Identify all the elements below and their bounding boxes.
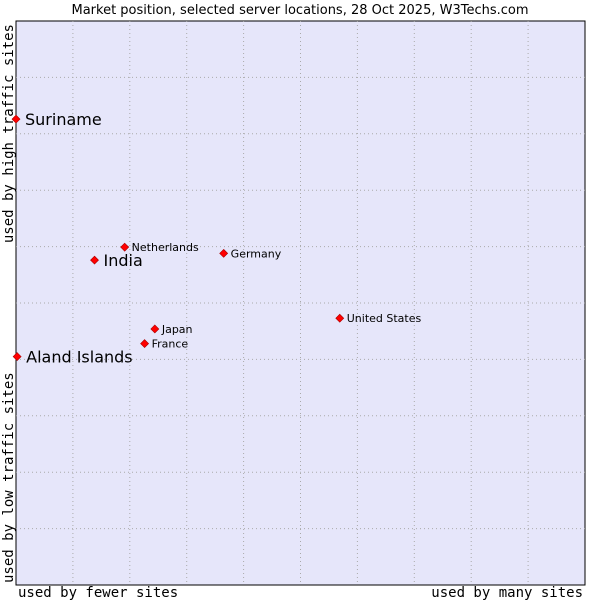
x-axis-label-left: used by fewer sites	[18, 585, 178, 600]
data-label-united-states: United States	[347, 312, 422, 325]
data-point-japan	[150, 324, 160, 334]
y-axis-label-bottom: used by low traffic sites	[1, 372, 17, 583]
data-label-france: France	[152, 338, 189, 351]
data-point-netherlands	[120, 242, 130, 252]
data-label-japan: Japan	[161, 323, 193, 336]
data-point-aland-islands	[12, 352, 22, 362]
data-label-germany: Germany	[231, 247, 282, 260]
data-label-india: India	[104, 251, 143, 270]
chart-title: Market position, selected server locatio…	[71, 3, 528, 18]
data-label-suriname: Suriname	[25, 110, 102, 129]
y-axis-label-top: used by high traffic sites	[1, 24, 17, 243]
data-point-india	[90, 255, 99, 265]
data-label-netherlands: Netherlands	[132, 241, 199, 254]
data-points: Suriname India Aland Islands Netherlands Ger…	[11, 110, 422, 367]
data-point-germany	[219, 248, 229, 258]
data-point-united-states	[335, 313, 345, 323]
data-label-aland-islands: Aland Islands	[26, 348, 133, 367]
data-point-suriname	[11, 114, 21, 124]
data-point-france	[140, 339, 150, 349]
x-axis-label-right: used by many sites	[431, 585, 583, 600]
grid-lines	[16, 21, 585, 585]
